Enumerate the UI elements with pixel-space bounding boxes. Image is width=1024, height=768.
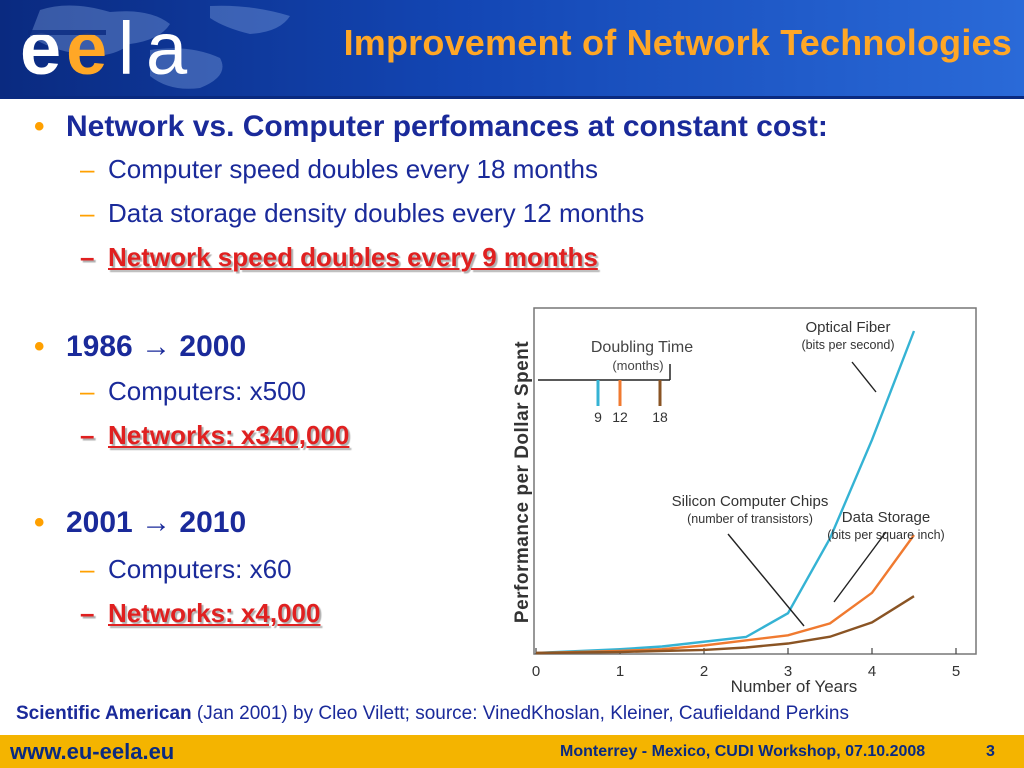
series-label: Data Storage [842, 509, 930, 526]
legend-entry: 12 [612, 409, 628, 425]
legend-entry: 9 [594, 409, 602, 425]
series-label: Optical Fiber [805, 319, 890, 336]
plot-frame [533, 307, 977, 655]
slide-header: e e l a Improvement of Network Technolog… [0, 0, 1024, 96]
dash-icon: – [80, 242, 95, 272]
svg-text:a: a [146, 8, 188, 90]
legend-entry: 18 [652, 409, 668, 425]
sub-item-text: Computer speed doubles every 18 months [108, 154, 598, 184]
series-label: Silicon Computer Chips [672, 493, 829, 510]
source-caption: Scientific American (Jan 2001) by Cleo V… [16, 703, 849, 725]
label-leader-line [727, 533, 805, 627]
x-tick-label: 2 [700, 663, 708, 680]
legend-title: Doubling Time [591, 339, 693, 356]
dash-icon: – [80, 198, 95, 228]
page-number: 3 [986, 743, 995, 760]
sub-item: – Data storage density doubles every 12 m… [80, 198, 644, 229]
footer-event: Monterrey - Mexico, CUDI Workshop, 07.10… [560, 743, 926, 760]
slide-title: Improvement of Network Technologies [343, 22, 1012, 63]
y-axis-label: Performance per Dollar Spent [512, 341, 533, 623]
x-tick-label: 1 [616, 663, 624, 680]
bullet-item: • 2001 → 2010 [34, 506, 246, 540]
growth-chart: Performance per Dollar Spent Number of Y… [504, 304, 980, 696]
bullet-icon: • [34, 506, 45, 539]
sub-item-text: Data storage density doubles every 12 mo… [108, 198, 645, 228]
sub-item-highlight: – Network speed doubles every 9 months [80, 242, 598, 273]
series-label-description: (number of transistors) [687, 512, 813, 526]
sub-item-text: Computers: x500 [108, 376, 306, 406]
series-line-silicon-computer-chips [535, 595, 915, 655]
source-details: (Jan 2001) by Cleo Vilett; source: Vined… [191, 703, 849, 724]
x-axis-label: Number of Years [731, 677, 858, 696]
doubling-time-legend: Doubling Time (months) 9 12 18 [538, 339, 693, 425]
sub-item-highlight: – Networks: x4,000 [80, 598, 320, 629]
sub-item: – Computers: x60 [80, 554, 292, 585]
sub-item-text: Networks: x340,000 [108, 420, 350, 450]
dash-icon: – [80, 420, 95, 450]
series-label-description: (bits per square inch) [827, 528, 944, 542]
sub-item-text: Computers: x60 [108, 554, 292, 584]
sub-item: – Computer speed doubles every 18 months [80, 154, 598, 185]
sub-item-highlight: – Networks: x340,000 [80, 420, 349, 451]
x-tick-label: 3 [784, 663, 792, 680]
sub-item-text: Network speed doubles every 9 months [108, 242, 598, 272]
svg-text:e: e [66, 8, 107, 90]
slide-footer: www.eu-eela.eu Monterrey - Mexico, CUDI … [0, 735, 1024, 768]
series-line-optical-fiber [535, 330, 916, 655]
legend-subtitle: (months) [612, 358, 663, 373]
bullet-icon: • [34, 330, 45, 363]
bullet-item: • 1986 → 2000 [34, 330, 246, 364]
label-leader-line [833, 531, 887, 603]
eela-logo: e e l a [20, 8, 188, 90]
bullet-text: 2001 → 2010 [66, 506, 247, 539]
bullet-icon: • [34, 110, 45, 143]
growth-chart-svg: Performance per Dollar Spent Number of Y… [512, 307, 977, 696]
x-tick-label: 0 [532, 663, 540, 680]
bullet-item: • Network vs. Computer perfomances at con… [34, 110, 828, 144]
dash-icon: – [80, 554, 95, 584]
bullet-text: 1986 → 2000 [66, 330, 247, 363]
bullet-text: Network vs. Computer perfomances at cons… [66, 110, 828, 143]
dash-icon: – [80, 154, 95, 184]
svg-text:l: l [118, 8, 134, 90]
x-tick-label: 5 [952, 663, 960, 680]
sub-item-text: Networks: x4,000 [108, 598, 321, 628]
footer-url-link[interactable]: www.eu-eela.eu [10, 739, 175, 764]
sub-item: – Computers: x500 [80, 376, 306, 407]
x-tick-label: 4 [868, 663, 876, 680]
series-line-data-storage [535, 534, 915, 655]
dash-icon: – [80, 376, 95, 406]
source-publication: Scientific American [16, 703, 192, 724]
dash-icon: – [80, 598, 95, 628]
svg-text:e: e [20, 8, 61, 90]
header-divider [0, 96, 1024, 99]
series-label-description: (bits per second) [801, 338, 894, 352]
label-leader-line [851, 361, 877, 393]
